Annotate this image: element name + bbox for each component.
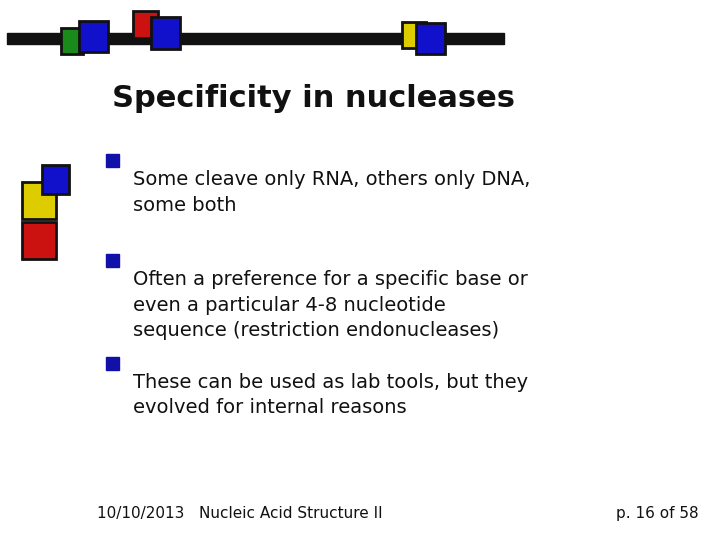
Bar <box>79 21 108 52</box>
Bar <box>151 17 180 49</box>
Bar <box>7 33 504 44</box>
Bar <box>106 254 119 267</box>
Text: These can be used as lab tools, but they
evolved for internal reasons: These can be used as lab tools, but they… <box>133 373 528 417</box>
Bar <box>402 22 426 48</box>
Bar <box>22 222 56 259</box>
Text: Some cleave only RNA, others only DNA,
some both: Some cleave only RNA, others only DNA, s… <box>133 170 531 215</box>
Bar <box>61 28 83 54</box>
Bar <box>106 154 119 167</box>
Bar <box>106 357 119 370</box>
Text: Specificity in nucleases: Specificity in nucleases <box>112 84 515 113</box>
Bar <box>42 165 69 194</box>
Text: p. 16 of 58: p. 16 of 58 <box>616 506 698 521</box>
Bar <box>22 182 56 219</box>
Text: Often a preference for a specific base or
even a particular 4-8 nucleotide
seque: Often a preference for a specific base o… <box>133 270 528 341</box>
Bar <box>416 23 445 54</box>
Bar <box>133 11 158 38</box>
Text: 10/10/2013   Nucleic Acid Structure II: 10/10/2013 Nucleic Acid Structure II <box>97 506 383 521</box>
